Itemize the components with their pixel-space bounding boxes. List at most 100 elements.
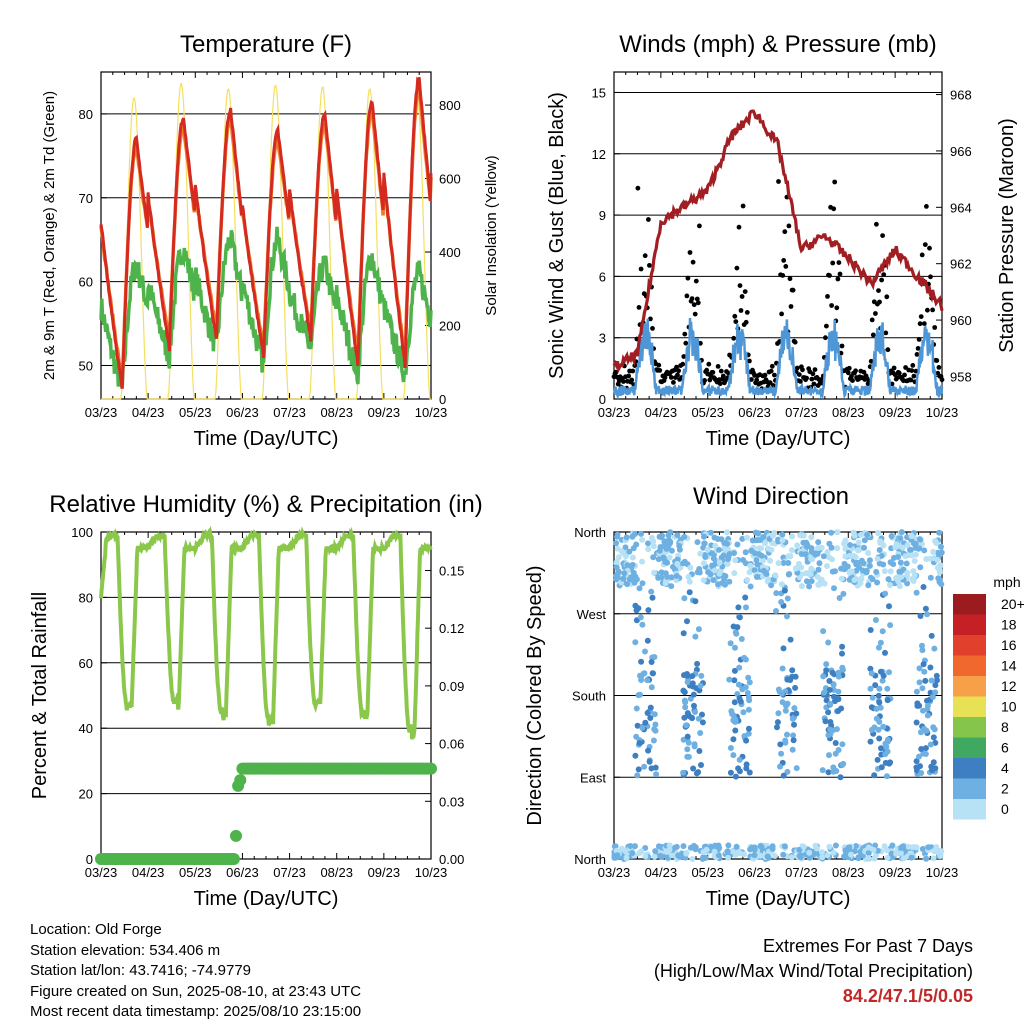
direction-point [920, 707, 926, 714]
direction-point [927, 664, 934, 671]
direction-point [877, 538, 884, 545]
gust-point [630, 368, 636, 374]
direction-point [696, 569, 703, 576]
gust-point [685, 275, 691, 281]
direction-point [932, 765, 939, 772]
direction-point [800, 843, 807, 850]
direction-point [761, 538, 768, 545]
gust-point [682, 331, 688, 337]
direction-point [932, 689, 939, 696]
x-tick-label: 08/23 [320, 865, 353, 880]
gust-point [691, 302, 697, 308]
direction-point [910, 578, 917, 584]
direction-point [697, 682, 704, 689]
direction-point [724, 540, 731, 547]
dewpoint-line [99, 226, 433, 389]
legend-swatch [953, 635, 986, 656]
gust-point [662, 375, 668, 380]
gust-point [681, 354, 687, 359]
direction-point [780, 772, 787, 779]
direction-point [623, 534, 630, 541]
gust-point [861, 369, 867, 375]
created-text: Figure created on Sun, 2025-08-10, at 23… [30, 982, 362, 1000]
direction-point [938, 549, 945, 556]
direction-point [884, 847, 890, 854]
direction-point [808, 565, 815, 572]
direction-point [907, 547, 914, 554]
direction-point [648, 684, 655, 691]
direction-point [818, 576, 825, 583]
gust-point [668, 375, 674, 380]
humidity-left-axis-label: Percent & Total Rainfall [29, 592, 51, 800]
direction-point [746, 679, 753, 686]
direction-point [930, 734, 937, 741]
gust-point [902, 372, 907, 378]
direction-point [825, 639, 832, 646]
direction-point [691, 741, 698, 748]
direction-point [772, 572, 779, 579]
direction-point [834, 545, 841, 552]
direction-point [806, 583, 813, 590]
direction-point [668, 583, 675, 590]
direction-point [809, 556, 816, 563]
direction-point [839, 643, 846, 650]
direction-point [900, 843, 907, 850]
direction-point [919, 685, 926, 692]
direction-point [784, 613, 790, 620]
gust-point [744, 310, 750, 315]
direction-point [614, 852, 621, 859]
extremes-values: 84.2/47.1/5/0.05 [842, 986, 973, 1006]
direction-point [687, 695, 694, 702]
y2-tick-label: 960 [950, 313, 972, 328]
y-tick-label: South [572, 689, 606, 704]
direction-point [867, 738, 874, 745]
y2-tick-label: 400 [439, 245, 461, 260]
direction-point [910, 540, 917, 547]
gust-point [769, 363, 775, 369]
direction-point [838, 575, 845, 582]
direction-point [915, 545, 922, 552]
direction-point [920, 750, 927, 757]
direction-point [743, 604, 749, 611]
direction-point [938, 543, 944, 550]
direction-point [867, 665, 874, 672]
direction-point [918, 770, 925, 776]
direction-point [716, 570, 723, 577]
direction-point [791, 705, 798, 712]
x-tick-label: 09/23 [368, 405, 401, 420]
gust-point [782, 229, 788, 235]
direction-point [642, 853, 649, 860]
y-tick-label: 70 [79, 191, 93, 206]
direction-point [736, 664, 743, 671]
direction-point [647, 704, 654, 711]
y-tick-label: North [574, 525, 606, 540]
direction-point [648, 534, 655, 541]
direction-point [854, 547, 861, 553]
direction-point [790, 737, 797, 744]
direction-point [735, 765, 742, 772]
direction-point [725, 854, 732, 861]
x-tick-label: 07/23 [273, 865, 306, 880]
direction-point [683, 722, 690, 729]
direction-point [632, 752, 639, 759]
direction-point [613, 572, 620, 579]
direction-point [733, 630, 740, 637]
direction-point [805, 570, 811, 577]
gust-point [739, 294, 745, 299]
gust-point [827, 273, 832, 278]
x-tick-label: 03/23 [85, 405, 118, 420]
direction-point [622, 848, 629, 855]
y-tick-label: 50 [79, 358, 93, 373]
direction-point [825, 732, 832, 739]
y2-tick-label: 958 [950, 369, 972, 384]
gust-point [704, 367, 710, 373]
direction-point [683, 850, 690, 857]
gust-point [657, 368, 663, 373]
gust-point [636, 305, 642, 310]
direction-point [642, 648, 648, 655]
gust-point [613, 369, 619, 375]
temperature-left-axis-label: 2m & 9m T (Red, Orange) & 2m Td (Green) [41, 91, 58, 380]
gust-point [924, 204, 929, 209]
gust-point [918, 314, 924, 319]
direction-point [848, 568, 855, 575]
